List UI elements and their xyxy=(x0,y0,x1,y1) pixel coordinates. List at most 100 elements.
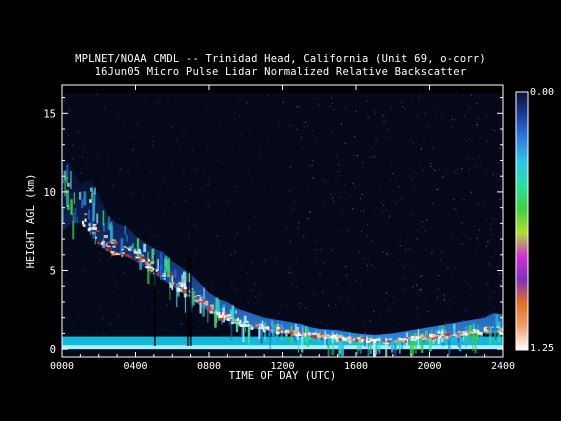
noise-speckle xyxy=(451,126,453,128)
noise-speckle xyxy=(98,148,99,150)
noise-speckle xyxy=(208,177,210,178)
noise-speckle xyxy=(264,261,266,263)
noise-speckle xyxy=(289,125,291,127)
cloud-core-pixel xyxy=(446,335,450,340)
noise-speckle xyxy=(215,235,217,237)
noise-speckle xyxy=(367,111,369,113)
cloud-core-pixel xyxy=(152,268,156,271)
noise-speckle xyxy=(205,205,207,207)
backscatter-streak xyxy=(184,293,187,313)
noise-speckle xyxy=(468,107,470,109)
noise-speckle xyxy=(202,263,203,265)
noise-speckle xyxy=(453,199,455,200)
cloud-core-pixel xyxy=(338,338,342,341)
cloud-core-pixel xyxy=(260,324,264,327)
noise-speckle xyxy=(423,301,425,303)
noise-speckle xyxy=(125,115,127,117)
noise-speckle xyxy=(367,268,369,270)
surface-return xyxy=(62,345,503,350)
cloud-core-pixel xyxy=(110,251,115,254)
backscatter-streak xyxy=(72,213,74,220)
noise-speckle xyxy=(454,172,456,174)
noise-speckle xyxy=(299,306,301,308)
cloud-core-pixel xyxy=(238,321,242,323)
noise-speckle xyxy=(231,254,233,256)
noise-speckle xyxy=(82,270,84,272)
noise-speckle xyxy=(239,114,241,116)
backscatter-streak xyxy=(269,329,271,350)
noise-speckle xyxy=(299,303,301,305)
noise-speckle xyxy=(97,130,99,132)
noise-speckle xyxy=(367,116,369,118)
noise-speckle xyxy=(331,102,333,104)
noise-speckle xyxy=(246,101,247,103)
noise-speckle xyxy=(462,320,464,322)
cloud-core-pixel xyxy=(413,339,417,342)
noise-speckle xyxy=(290,167,291,168)
noise-speckle xyxy=(170,160,172,162)
noise-speckle xyxy=(320,249,322,251)
x-tick: 0800 xyxy=(197,85,221,372)
data-region xyxy=(62,92,503,357)
noise-speckle xyxy=(109,324,111,326)
noise-speckle xyxy=(475,167,477,169)
backscatter-streak xyxy=(96,213,99,224)
noise-speckle xyxy=(207,184,209,186)
backscatter-streak xyxy=(290,325,293,344)
backscatter-streak xyxy=(271,325,274,336)
noise-speckle xyxy=(335,304,337,306)
noise-speckle xyxy=(85,148,87,150)
noise-speckle xyxy=(278,312,280,314)
cloud-core-pixel xyxy=(317,334,322,337)
backscatter-streak xyxy=(203,287,206,300)
noise-speckle xyxy=(97,154,99,156)
noise-speckle xyxy=(419,288,421,290)
noise-speckle xyxy=(101,279,103,280)
noise-speckle xyxy=(304,122,306,123)
noise-speckle xyxy=(500,231,502,233)
cloud-core-pixel xyxy=(394,339,399,342)
noise-speckle xyxy=(316,138,318,140)
cloud-core-pixel xyxy=(297,334,301,336)
noise-speckle xyxy=(452,119,454,121)
backscatter-streak xyxy=(459,322,463,328)
noise-speckle xyxy=(225,257,226,259)
noise-speckle xyxy=(260,246,262,248)
noise-speckle xyxy=(76,291,78,293)
noise-speckle xyxy=(249,162,251,164)
noise-speckle xyxy=(456,238,458,240)
noise-speckle xyxy=(440,260,442,262)
noise-speckle xyxy=(418,228,420,230)
noise-speckle xyxy=(492,291,494,293)
noise-speckle xyxy=(111,255,113,257)
noise-speckle xyxy=(102,317,104,319)
noise-speckle xyxy=(215,257,217,259)
noise-speckle xyxy=(149,326,151,328)
noise-speckle xyxy=(464,114,466,116)
noise-speckle xyxy=(109,323,111,325)
noise-speckle xyxy=(130,299,132,301)
cloud-core-pixel xyxy=(361,338,365,341)
noise-speckle xyxy=(259,154,260,156)
noise-speckle xyxy=(96,243,98,244)
cloud-core-pixel xyxy=(307,332,312,336)
noise-speckle xyxy=(380,315,382,317)
noise-speckle xyxy=(259,293,260,295)
backscatter-streak xyxy=(243,315,247,324)
cloud-core-pixel xyxy=(178,290,181,292)
noise-speckle xyxy=(307,217,309,219)
backscatter-streak xyxy=(457,333,460,347)
cloud-core-pixel xyxy=(303,334,306,337)
noise-speckle xyxy=(125,195,127,197)
noise-speckle xyxy=(476,103,478,104)
noise-speckle xyxy=(176,140,178,142)
x-tick-label: 0000 xyxy=(50,361,74,372)
noise-speckle xyxy=(422,275,424,277)
noise-speckle xyxy=(375,145,377,147)
noise-speckle xyxy=(313,97,315,99)
noise-speckle xyxy=(374,210,376,212)
noise-speckle xyxy=(108,212,110,214)
cloud-core-pixel xyxy=(201,302,204,306)
noise-speckle xyxy=(104,107,106,109)
cloud-core-pixel xyxy=(146,263,151,267)
